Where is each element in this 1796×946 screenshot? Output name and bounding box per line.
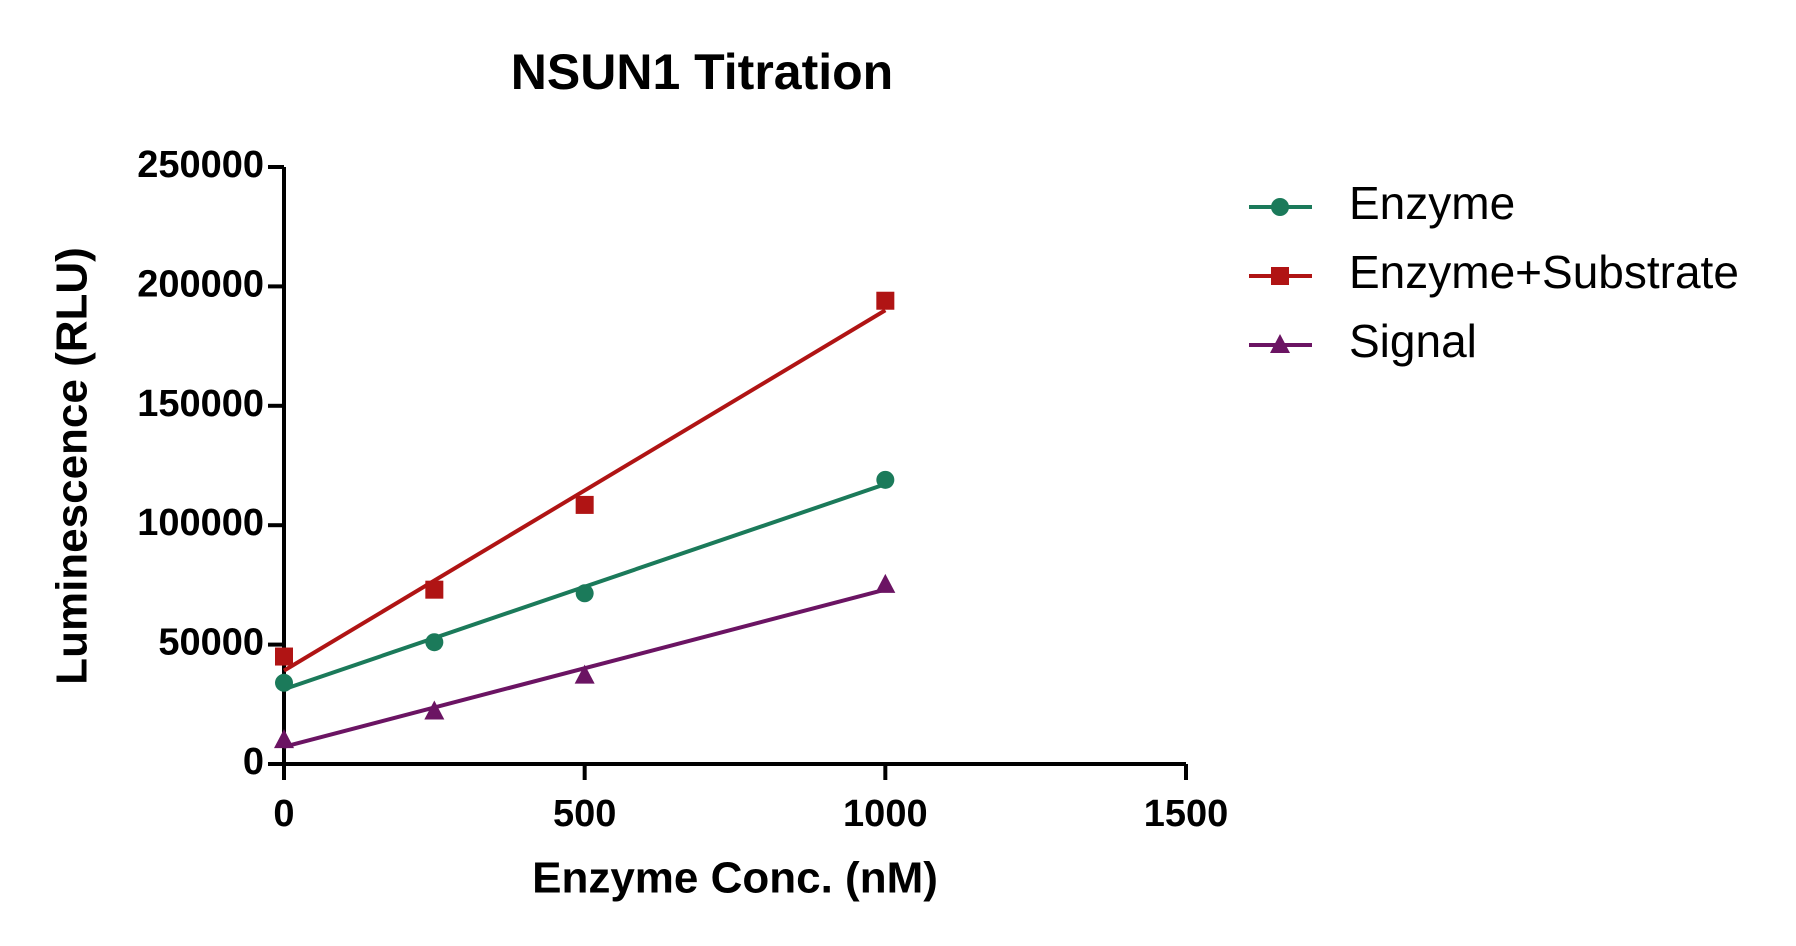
marker [575, 495, 594, 514]
x-tick-label: 1500 [1144, 793, 1229, 835]
x-tick-label: 500 [553, 793, 616, 835]
marker [876, 470, 895, 489]
x-tick-label: 1000 [843, 793, 928, 835]
marker [1271, 267, 1289, 285]
y-tick-label: 150000 [137, 383, 264, 425]
chart-title: NSUN1 Titration [511, 44, 893, 100]
y-tick-label: 0 [243, 741, 264, 783]
marker [275, 673, 293, 692]
marker [574, 664, 595, 684]
x-tick-label: 0 [273, 793, 294, 835]
marker [425, 580, 444, 599]
marker [425, 633, 444, 652]
marker [274, 729, 294, 749]
y-tick-label: 200000 [137, 263, 264, 305]
fit-line [282, 308, 887, 673]
x-axis-label: Enzyme Conc. (nM) [532, 854, 938, 903]
marker [1271, 198, 1289, 216]
marker [275, 647, 293, 666]
y-axis-label: Luminescence (RLU) [48, 247, 97, 685]
y-tick-label: 100000 [137, 502, 264, 544]
marker [876, 291, 895, 310]
marker [575, 584, 594, 603]
marker [875, 573, 896, 593]
marker [424, 700, 445, 720]
marker [1270, 334, 1290, 353]
y-tick-label: 50000 [158, 622, 264, 664]
y-tick-label: 250000 [137, 144, 264, 186]
legend-label: Enzyme [1349, 177, 1515, 229]
legend-label: Enzyme+Substrate [1349, 246, 1739, 298]
legend-label: Signal [1349, 315, 1477, 367]
